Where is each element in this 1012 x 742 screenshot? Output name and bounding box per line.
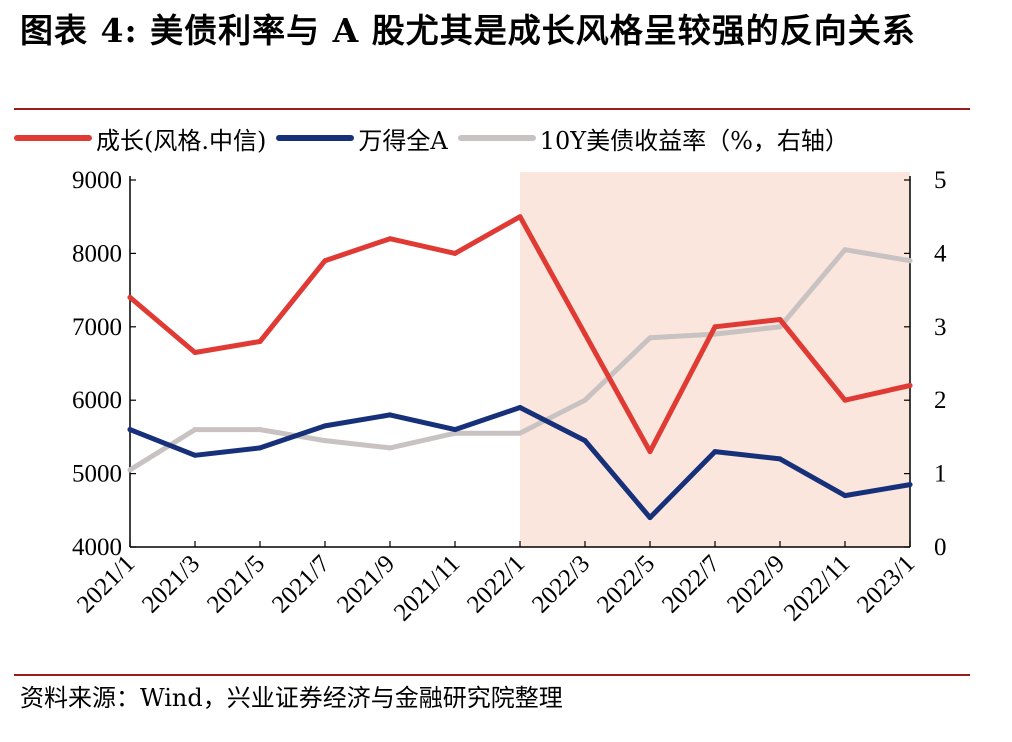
y-left-tick-label: 4000 — [72, 534, 122, 561]
legend-item-growth: 成长(风格.中信) — [14, 121, 266, 156]
series-point-growth — [127, 294, 133, 300]
x-tick-label: 2021/11 — [389, 550, 465, 626]
series-point-yield — [192, 427, 198, 433]
legend-label-yield: 10Y美债收益率（%，右轴） — [539, 126, 849, 155]
series-point-growth — [647, 449, 653, 455]
source-divider — [14, 674, 970, 676]
x-tick-label: 2022/3 — [527, 550, 595, 618]
series-point-growth — [517, 214, 523, 220]
series-point-wind-a — [907, 482, 913, 488]
y-right-tick-label: 5 — [934, 167, 947, 194]
series-point-wind-a — [842, 493, 848, 499]
series-point-wind-a — [517, 405, 523, 411]
y-left-tick-label: 6000 — [72, 387, 122, 414]
series-point-wind-a — [582, 438, 588, 444]
x-tick-label: 2021/3 — [137, 550, 205, 618]
x-tick-label: 2021/7 — [267, 550, 335, 618]
series-point-wind-a — [192, 452, 198, 458]
y-left-tick-label: 7000 — [72, 314, 122, 341]
shaded-region — [520, 172, 910, 547]
series-point-yield — [517, 430, 523, 436]
y-left-tick-label: 8000 — [72, 240, 122, 267]
series-point-yield — [452, 430, 458, 436]
chart-legend: 成长(风格.中信) 万得全A 10Y美债收益率（%，右轴） — [14, 118, 859, 158]
x-tick-label: 2021/5 — [202, 550, 270, 618]
legend-item-yield: 10Y美债收益率（%，右轴） — [457, 121, 849, 156]
series-point-wind-a — [322, 423, 328, 429]
y-right-tick-label: 2 — [934, 387, 947, 414]
legend-label-growth: 成长(风格.中信) — [96, 126, 267, 155]
series-point-wind-a — [777, 456, 783, 462]
series-point-yield — [257, 427, 263, 433]
series-point-growth — [452, 250, 458, 256]
series-point-wind-a — [387, 412, 393, 418]
series-point-yield — [387, 445, 393, 451]
y-right-tick-label: 4 — [934, 240, 947, 267]
series-point-wind-a — [712, 449, 718, 455]
y-left-tick-label: 9000 — [72, 167, 122, 194]
source-note: 资料来源：Wind，兴业证券经济与金融研究院整理 — [20, 684, 563, 712]
chart-title: 图表 4: 美债利率与 A 股尤其是成长风格呈较强的反向关系 — [20, 11, 916, 50]
series-point-wind-a — [647, 515, 653, 521]
series-point-growth — [192, 349, 198, 355]
series-point-growth — [582, 331, 588, 337]
series-point-wind-a — [127, 427, 133, 433]
series-point-yield — [127, 467, 133, 473]
series-point-wind-a — [257, 445, 263, 451]
legend-swatch-wind-a — [276, 135, 355, 141]
x-tick-label: 2022/1 — [462, 550, 530, 618]
legend-item-wind-a: 万得全A — [276, 121, 448, 156]
series-point-growth — [257, 338, 263, 344]
series-point-wind-a — [452, 427, 458, 433]
series-point-growth — [842, 397, 848, 403]
series-point-growth — [712, 324, 718, 330]
legend-swatch-yield — [457, 135, 536, 141]
x-tick-label: 2022/7 — [657, 550, 725, 618]
y-right-tick-label: 1 — [934, 461, 947, 488]
series-point-growth — [322, 258, 328, 264]
legend-label-wind-a: 万得全A — [358, 126, 448, 155]
x-tick-label: 2022/5 — [592, 550, 660, 618]
series-point-yield — [582, 397, 588, 403]
title-divider — [14, 108, 970, 110]
series-point-yield — [322, 438, 328, 444]
series-point-growth — [777, 316, 783, 322]
x-tick-label: 2023/1 — [852, 550, 920, 618]
series-point-yield — [647, 335, 653, 341]
y-right-tick-label: 0 — [934, 534, 947, 561]
y-right-tick-label: 3 — [934, 314, 947, 341]
y-left-tick-label: 5000 — [72, 461, 122, 488]
x-tick-label: 2022/11 — [779, 550, 855, 626]
series-point-yield — [907, 258, 913, 264]
series-point-growth — [907, 383, 913, 389]
series-point-growth — [387, 236, 393, 242]
series-point-yield — [842, 247, 848, 253]
legend-swatch-growth — [14, 135, 92, 141]
series-point-yield — [777, 324, 783, 330]
